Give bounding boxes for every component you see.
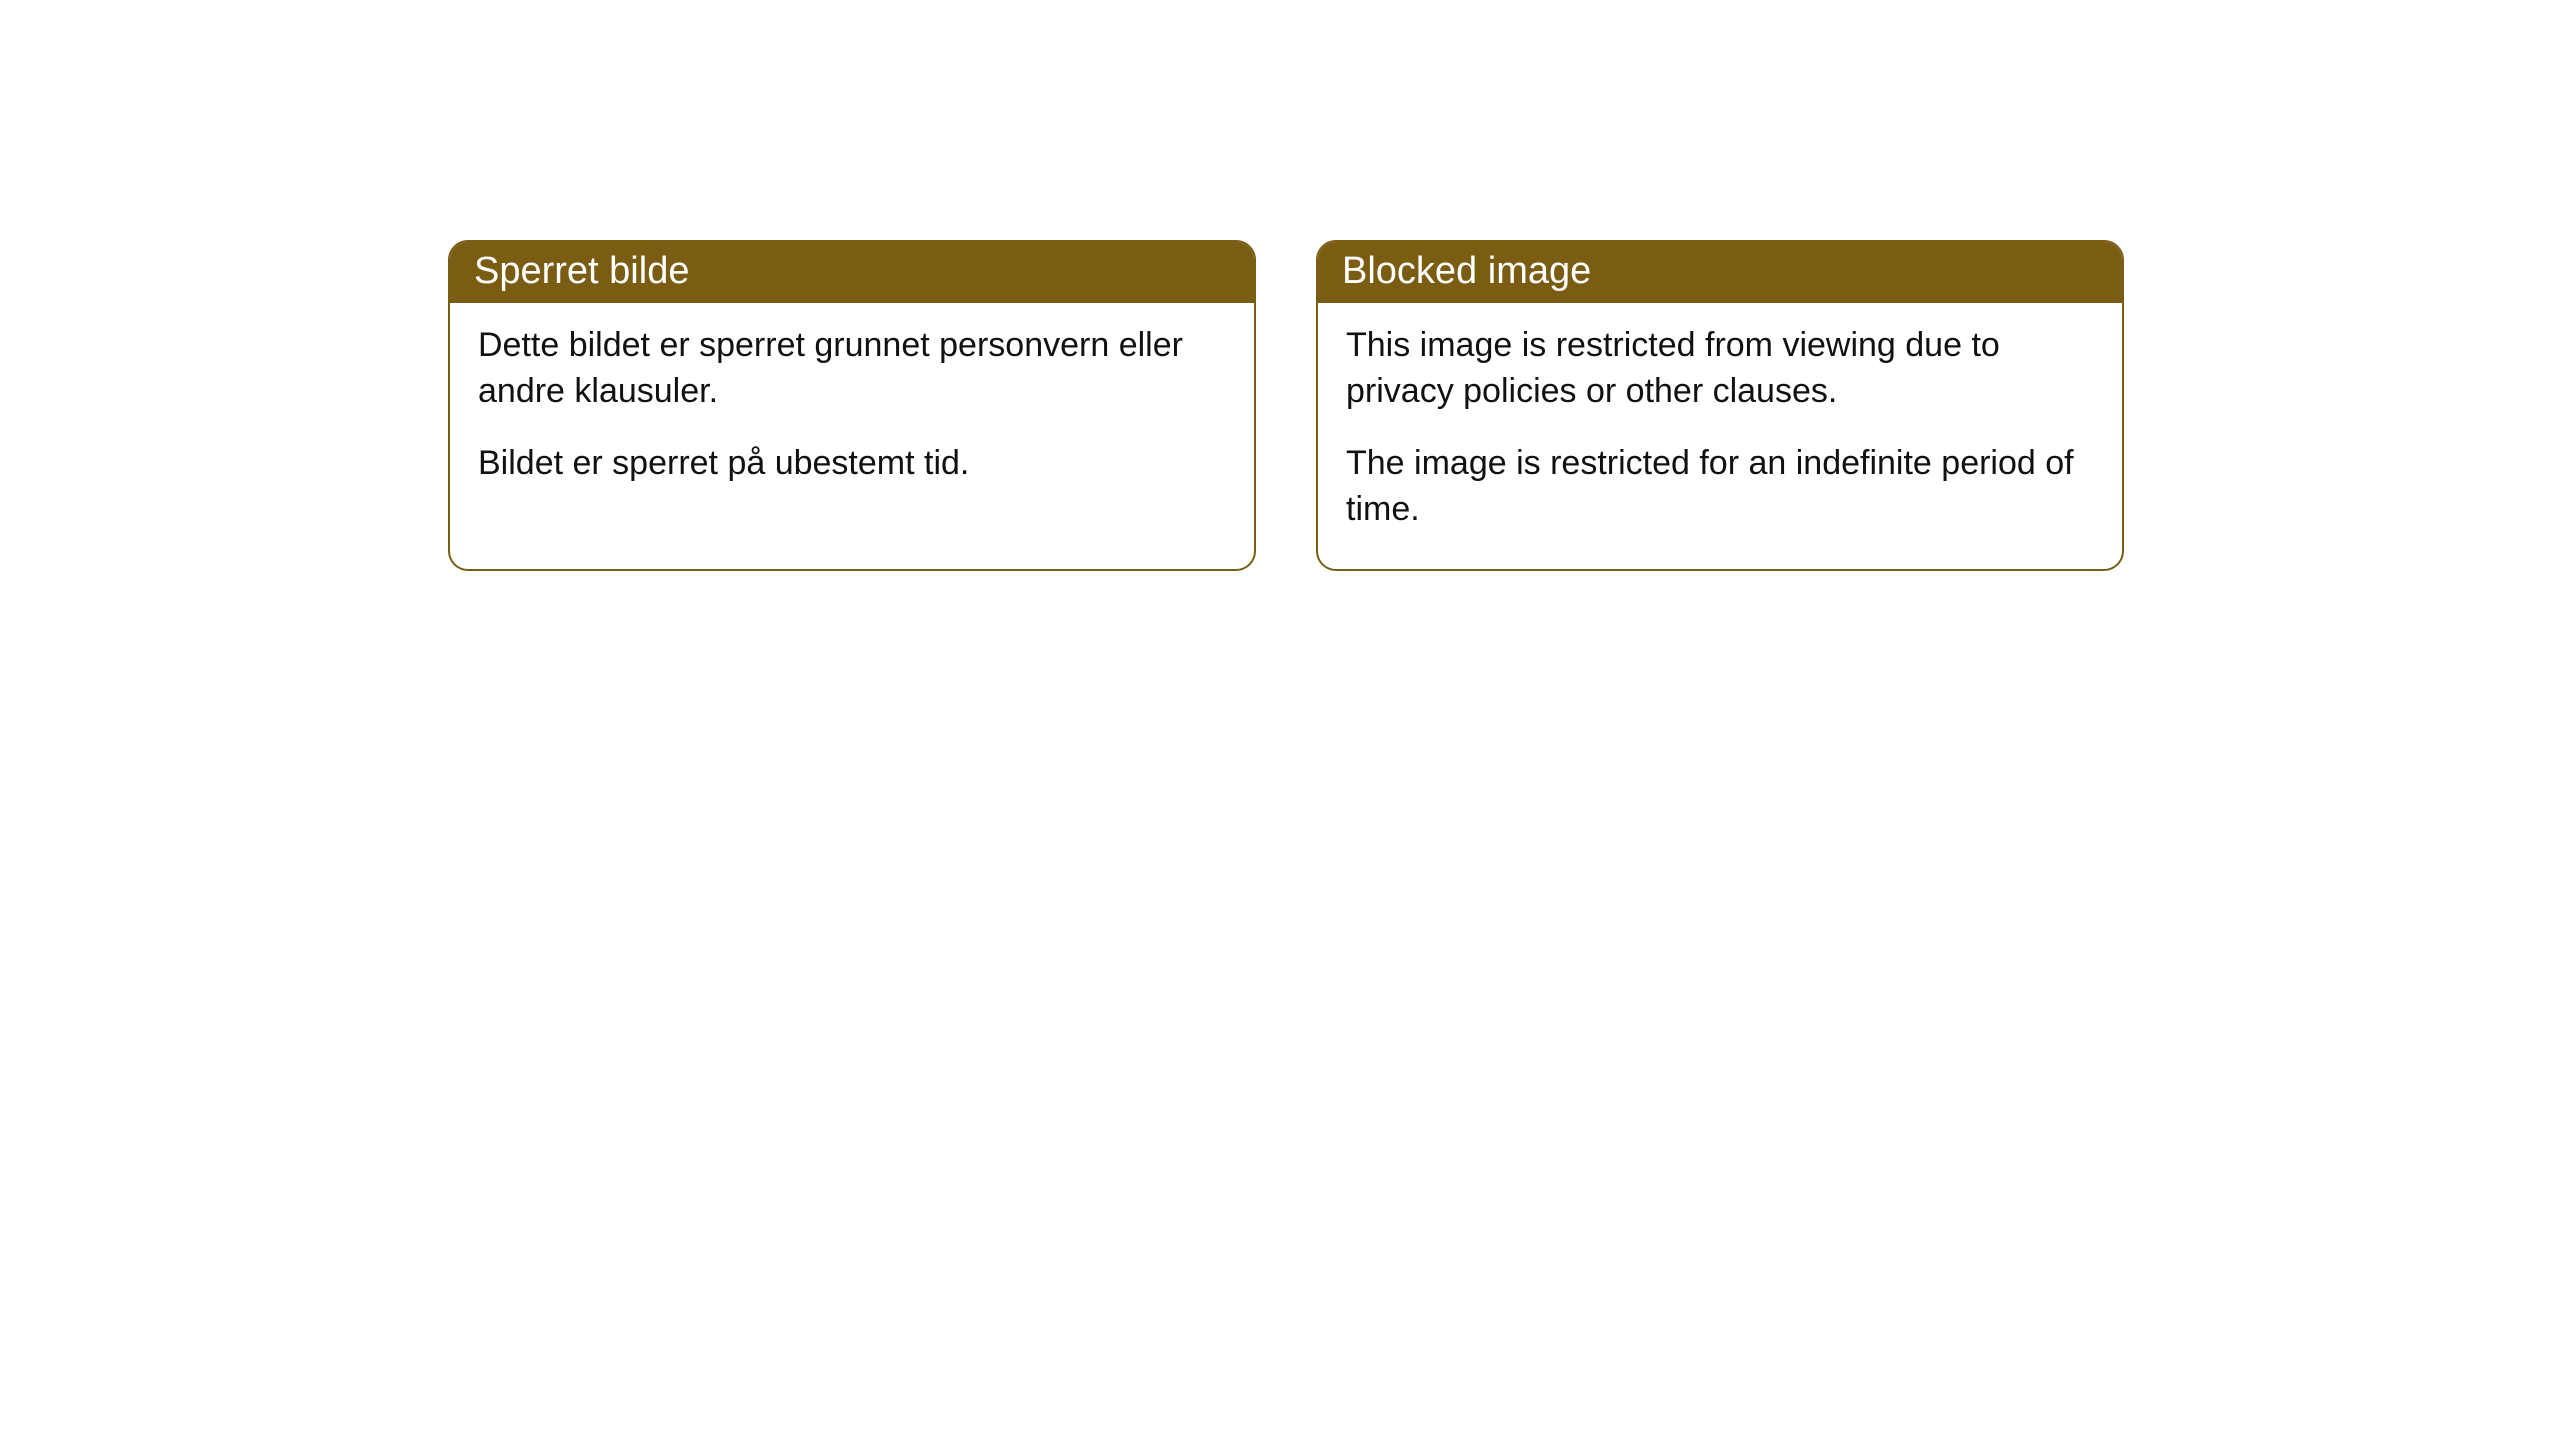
blocked-image-card-english: Blocked image This image is restricted f… xyxy=(1316,240,2124,571)
card-body: Dette bildet er sperret grunnet personve… xyxy=(450,303,1254,523)
notice-cards-container: Sperret bilde Dette bildet er sperret gr… xyxy=(448,240,2560,571)
card-header: Sperret bilde xyxy=(450,242,1254,303)
blocked-image-card-norwegian: Sperret bilde Dette bildet er sperret gr… xyxy=(448,240,1256,571)
card-paragraph: The image is restricted for an indefinit… xyxy=(1346,441,2094,533)
card-body: This image is restricted from viewing du… xyxy=(1318,303,2122,569)
card-paragraph: Dette bildet er sperret grunnet personve… xyxy=(478,323,1226,415)
card-paragraph: This image is restricted from viewing du… xyxy=(1346,323,2094,415)
card-header: Blocked image xyxy=(1318,242,2122,303)
card-paragraph: Bildet er sperret på ubestemt tid. xyxy=(478,441,1226,487)
